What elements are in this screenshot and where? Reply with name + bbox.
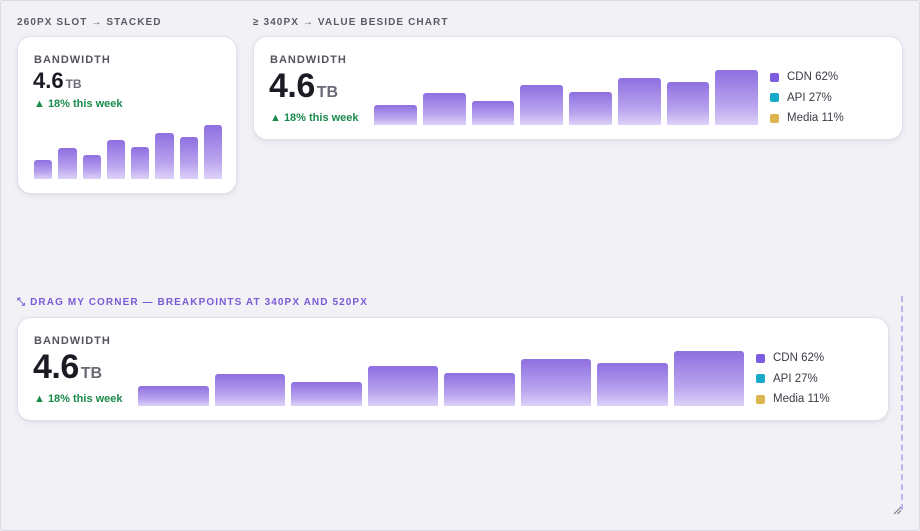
bandwidth-card-resizable[interactable]: BANDWIDTH 4.6 TB ▲ 18% this week CDN 62% …: [17, 317, 889, 421]
chart-bar: [597, 363, 668, 406]
chart-bar: [106, 140, 125, 179]
chart-bar: [138, 386, 209, 406]
resize-diagonal-icon: ⤡: [17, 297, 27, 308]
legend-label: Media 11%: [773, 393, 830, 406]
metric-number: 4.6: [33, 348, 79, 386]
metric-value: 4.6 TB: [33, 348, 102, 387]
swatch-media: [756, 394, 765, 404]
chart-bar: [471, 100, 515, 125]
chart-bar: [520, 85, 563, 125]
chart-bar: [715, 70, 758, 125]
chart-bar: [82, 155, 101, 179]
legend-item-api: API 27%: [770, 88, 844, 109]
legend-item-api: API 27%: [756, 369, 830, 390]
swatch-cdn: [756, 353, 765, 363]
swatch-media: [770, 113, 779, 123]
legend-item-media: Media 11%: [770, 108, 844, 129]
chart-bar: [666, 82, 710, 125]
chart-bar: [444, 373, 515, 406]
chart-bar: [374, 105, 417, 125]
bandwidth-bar-chart: [34, 125, 222, 179]
swatch-api: [756, 374, 765, 384]
legend-item-cdn: CDN 62%: [756, 348, 830, 369]
metric-unit: TB: [316, 84, 339, 101]
chart-bar: [58, 147, 77, 179]
trend-indicator: ▲ 18% this week: [34, 393, 123, 405]
chart-bar: [617, 77, 661, 125]
chart-bar: [291, 381, 362, 406]
chart-bar: [520, 358, 591, 406]
traffic-legend: CDN 62% API 27% Media 11%: [756, 348, 830, 410]
legend-label: CDN 62%: [787, 71, 839, 84]
drag-instruction-text: DRAG MY CORNER — BREAKPOINTS AT 340PX AN…: [30, 297, 368, 308]
section-label-drag: ⤡ DRAG MY CORNER — BREAKPOINTS AT 340PX A…: [17, 297, 368, 308]
chart-bar: [34, 159, 53, 179]
resize-boundary-guide: [901, 296, 903, 510]
legend-item-cdn: CDN 62%: [770, 67, 844, 88]
metric-unit: TB: [65, 77, 82, 91]
legend-label: API 27%: [773, 372, 818, 385]
legend-label: CDN 62%: [773, 352, 825, 365]
chart-bar: [155, 132, 174, 179]
chart-bar: [422, 93, 466, 125]
metric-value: 4.6 TB: [269, 67, 338, 106]
swatch-api: [770, 93, 779, 103]
legend-label: Media 11%: [787, 112, 844, 125]
chart-bar: [569, 92, 612, 125]
trend-indicator: ▲ 18% this week: [270, 112, 359, 124]
legend-item-media: Media 11%: [756, 389, 830, 410]
bandwidth-bar-chart: [374, 70, 758, 125]
metric-label: BANDWIDTH: [34, 335, 111, 347]
metric-label: BANDWIDTH: [270, 54, 347, 66]
bandwidth-card-beside: BANDWIDTH 4.6 TB ▲ 18% this week CDN 62% …: [253, 36, 903, 140]
metric-label: BANDWIDTH: [34, 54, 111, 66]
resize-handle-icon[interactable]: [893, 506, 902, 515]
chart-bar: [203, 125, 222, 179]
metric-number: 4.6: [269, 67, 315, 105]
chart-bar: [214, 374, 285, 406]
chart-bar: [367, 366, 438, 406]
bandwidth-bar-chart: [138, 351, 744, 406]
trend-indicator: ▲ 18% this week: [34, 98, 123, 110]
legend-label: API 27%: [787, 91, 832, 104]
section-label-stacked: 260PX SLOT → STACKED: [17, 17, 162, 28]
chart-bar: [179, 136, 198, 179]
swatch-cdn: [770, 72, 779, 82]
traffic-legend: CDN 62% API 27% Media 11%: [770, 67, 844, 129]
metric-unit: TB: [80, 365, 103, 382]
bandwidth-card-stacked: BANDWIDTH 4.6 TB ▲ 18% this week: [17, 36, 237, 194]
metric-number: 4.6: [33, 68, 64, 93]
metric-value: 4.6 TB: [33, 68, 82, 94]
chart-bar: [131, 146, 150, 179]
chart-bar: [673, 351, 744, 406]
section-label-beside: ≥ 340PX → VALUE BESIDE CHART: [253, 17, 449, 28]
